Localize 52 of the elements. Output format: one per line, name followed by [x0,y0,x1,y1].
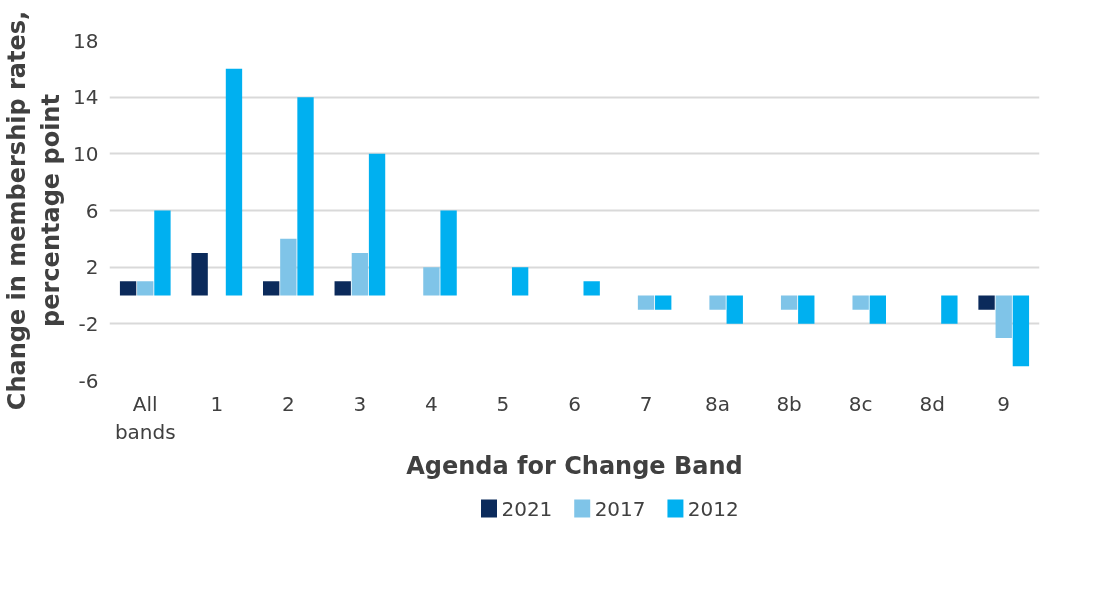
y-axis-title: Change in membership rates, percentage point [3,10,66,411]
bar [709,295,726,310]
y-tick-label: 18 [73,28,99,53]
bar [583,281,600,296]
y-tick-label: 6 [85,198,99,223]
x-tick-label: 2 [281,391,295,416]
x-axis-title: Agenda for Change Band [406,452,743,481]
bar [869,295,886,324]
bar [995,295,1012,338]
x-tick-label: All bands [114,391,176,445]
x-tick-label: 8d [919,391,945,416]
bar [137,281,154,296]
bar [280,238,297,296]
bar [225,68,243,296]
bar [798,295,815,324]
bar [423,267,440,296]
bar [655,295,672,310]
x-tick-label: 8c [848,391,873,416]
bar [726,295,743,324]
bar [941,295,958,324]
x-tick-label: 4 [425,391,438,416]
bar [191,253,208,296]
legend-label: 2012 [687,496,739,521]
y-tick-label: -6 [78,368,99,393]
bar [368,153,386,296]
bar [351,253,369,296]
x-tick-label: 8a [705,391,731,416]
bar [297,97,314,296]
y-tick-label: 10 [73,141,99,166]
bar [1012,295,1030,367]
bar [511,267,529,296]
x-tick-label: 8b [776,391,802,416]
x-tick-label: 9 [997,391,1011,416]
y-tick-label: 2 [85,255,99,280]
bar [440,210,457,296]
x-tick-label: 5 [496,391,510,416]
bar [978,295,995,310]
y-tick-label: -2 [78,311,99,336]
bar [119,281,137,296]
x-tick-label: 7 [639,391,653,416]
bar [263,281,280,296]
legend-label: 2017 [594,496,646,521]
bar [334,281,351,296]
legend-label: 2021 [501,496,553,521]
x-tick-label: 1 [210,391,224,416]
y-tick-label: 14 [73,85,99,110]
bar [852,295,869,310]
bar [780,295,798,310]
x-tick-label: 6 [568,391,581,416]
bar [154,210,171,296]
x-tick-label: 3 [353,391,367,416]
bar [637,295,655,310]
